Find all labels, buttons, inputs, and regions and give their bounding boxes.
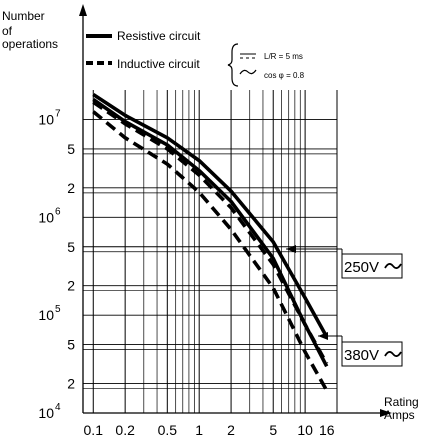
y-tick-label: 10 <box>38 209 54 225</box>
x-tick-label: 1 <box>195 422 203 438</box>
x-tick-label: 0.2 <box>115 422 135 438</box>
ac-symbol-icon <box>239 69 257 75</box>
y-tick-label: 10 <box>38 307 54 323</box>
x-tick-label: 16 <box>319 422 335 438</box>
legend-label-resistive: Resistive circuit <box>117 29 201 43</box>
x-tick-label: 5 <box>269 422 277 438</box>
y-axis-arrow-icon <box>79 4 87 16</box>
y-tick-label: 5 <box>67 337 75 353</box>
ac-symbol-icon <box>384 351 402 357</box>
x-tick-label: 0.5 <box>158 422 178 438</box>
voltage-label-380v: 380V <box>341 341 403 367</box>
x-tick-label: 0.1 <box>84 422 104 438</box>
y-tick-label: 10 <box>38 111 54 127</box>
y-tick-label: 5 <box>67 141 75 157</box>
y-tick-exponent: 5 <box>55 304 61 315</box>
y-tick-exponent: 4 <box>55 402 61 413</box>
voltage-label-250v-text: 250V <box>344 259 379 276</box>
y-axis-title-line-1: Number <box>2 9 45 23</box>
voltage-arrow-icon <box>286 245 296 253</box>
voltage-label-380v-text: 380V <box>344 347 379 364</box>
voltage-label-250v: 250V <box>341 253 403 279</box>
x-axis-arrow-icon <box>380 409 392 417</box>
dc-symbol-icon <box>240 53 256 59</box>
y-tick-label: 2 <box>67 180 75 196</box>
axes <box>79 4 392 417</box>
y-tick-label: 2 <box>67 376 75 392</box>
x-axis-title-line-2: Amps <box>384 408 415 422</box>
y-axis-title-line-2: of <box>2 24 13 38</box>
legend-ac-label: cos φ = 0.8 <box>264 71 305 80</box>
legend-dc-label: L/R = 5 ms <box>264 52 303 61</box>
x-axis-title-line-1: Rating in <box>384 395 422 409</box>
series-line-380v-dashed <box>92 110 329 392</box>
voltage-arrow-icon <box>318 332 328 340</box>
legend: Resistive circuit Inductive circuit L/R … <box>86 29 305 87</box>
grid <box>83 90 338 414</box>
y-tick-label: 10 <box>38 405 54 421</box>
brace-icon <box>227 43 239 87</box>
series-layer <box>92 92 329 392</box>
series-line-380v-solid <box>92 98 329 368</box>
legend-label-inductive: Inductive circuit <box>117 57 200 71</box>
y-tick-label: 2 <box>67 278 75 294</box>
y-tick-exponent: 6 <box>55 206 61 217</box>
y-tick-label: 5 <box>67 239 75 255</box>
ac-symbol-icon <box>384 263 402 269</box>
x-tick-label: 2 <box>227 422 235 438</box>
series-line-250v-solid <box>92 92 329 338</box>
x-tick-label: 10 <box>297 422 313 438</box>
y-tick-exponent: 7 <box>55 108 61 119</box>
y-axis-title-line-3: operations <box>2 37 58 51</box>
